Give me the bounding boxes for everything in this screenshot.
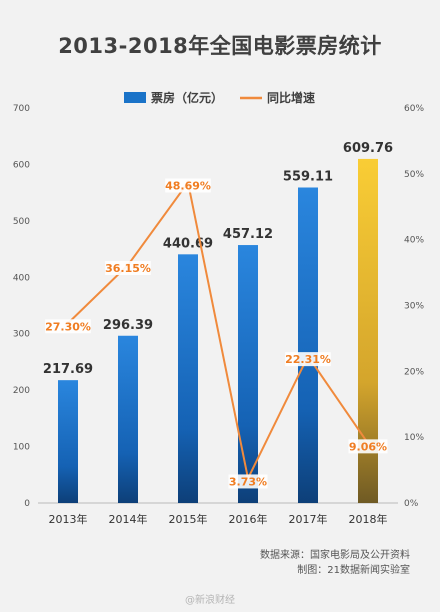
bar-value-label: 217.69 xyxy=(43,362,93,377)
y-left-tick-label: 0 xyxy=(24,499,30,509)
x-tick-label: 2014年 xyxy=(109,512,148,526)
bar-value-label: 609.76 xyxy=(343,141,393,156)
growth-value-label: 3.73% xyxy=(229,475,267,488)
source-footer: 数据来源：国家电影局及公开资料 制图：21数据新闻实验室 xyxy=(260,548,410,578)
y-right-tick-label: 60% xyxy=(404,104,424,114)
bar xyxy=(178,254,198,503)
bar xyxy=(358,158,378,503)
x-tick-label: 2015年 xyxy=(169,512,208,526)
maker-note: 制图：21数据新闻实验室 xyxy=(297,565,410,576)
bar-value-label: 296.39 xyxy=(103,318,153,333)
bar xyxy=(238,245,258,503)
y-right-tick-label: 40% xyxy=(404,236,424,246)
bar-value-labels: 217.69 296.39 440.69 457.12 559.11 609.76 xyxy=(43,141,393,377)
y-right-tick-label: 20% xyxy=(404,367,424,377)
watermark: @新浪财经 xyxy=(185,595,235,606)
bar-value-label: 440.69 xyxy=(163,236,213,251)
source-note: 数据来源：国家电影局及公开资料 xyxy=(260,550,410,561)
growth-value-label: 9.06% xyxy=(349,440,387,453)
chart-title: 2013-2018年全国电影票房统计 xyxy=(58,34,382,58)
y-axis-left: 0 100 200 300 400 500 600 700 xyxy=(13,104,30,509)
bar xyxy=(58,380,78,503)
legend-bar-swatch xyxy=(124,92,146,103)
y-right-tick-label: 10% xyxy=(404,433,424,443)
growth-value-label: 48.69% xyxy=(165,179,211,192)
y-axis-right: 0% 10% 20% 30% 40% 50% 60% xyxy=(404,104,424,509)
growth-label-background xyxy=(45,319,91,334)
y-left-tick-label: 100 xyxy=(13,443,30,453)
x-axis-labels: 2013年 2014年 2015年 2016年 2017年 2018年 xyxy=(49,512,388,526)
y-left-tick-label: 400 xyxy=(13,273,30,283)
growth-line-series: 27.30% 36.15% 48.69% 3.73% 22.31% 9.06% xyxy=(45,178,388,489)
x-tick-label: 2016年 xyxy=(229,512,268,526)
growth-label-background xyxy=(165,178,211,193)
y-left-tick-label: 500 xyxy=(13,217,30,227)
growth-label-background xyxy=(285,352,331,367)
legend-bar-label: 票房（亿元） xyxy=(151,90,223,105)
y-left-tick-label: 200 xyxy=(13,386,30,396)
y-right-tick-label: 50% xyxy=(404,170,424,180)
y-left-tick-label: 700 xyxy=(13,104,30,114)
y-right-tick-label: 0% xyxy=(404,499,419,509)
growth-value-label: 36.15% xyxy=(105,262,151,275)
legend: 票房（亿元） 同比增速 xyxy=(124,90,315,105)
bar-value-label: 457.12 xyxy=(223,227,273,242)
x-tick-label: 2017年 xyxy=(289,512,328,526)
y-left-tick-label: 300 xyxy=(13,330,30,340)
bar xyxy=(118,335,138,503)
y-right-tick-label: 30% xyxy=(404,302,424,312)
growth-label-background xyxy=(105,261,151,276)
x-tick-label: 2018年 xyxy=(349,512,388,526)
growth-label-background xyxy=(348,439,388,454)
bars xyxy=(58,158,378,504)
growth-value-label: 27.30% xyxy=(45,320,91,333)
bar xyxy=(298,187,318,504)
legend-line-label: 同比增速 xyxy=(267,90,315,105)
bar-value-label: 559.11 xyxy=(283,170,333,185)
growth-label-background xyxy=(228,474,268,489)
y-left-tick-label: 600 xyxy=(13,160,30,170)
growth-value-label: 22.31% xyxy=(285,353,331,366)
x-tick-label: 2013年 xyxy=(49,512,88,526)
